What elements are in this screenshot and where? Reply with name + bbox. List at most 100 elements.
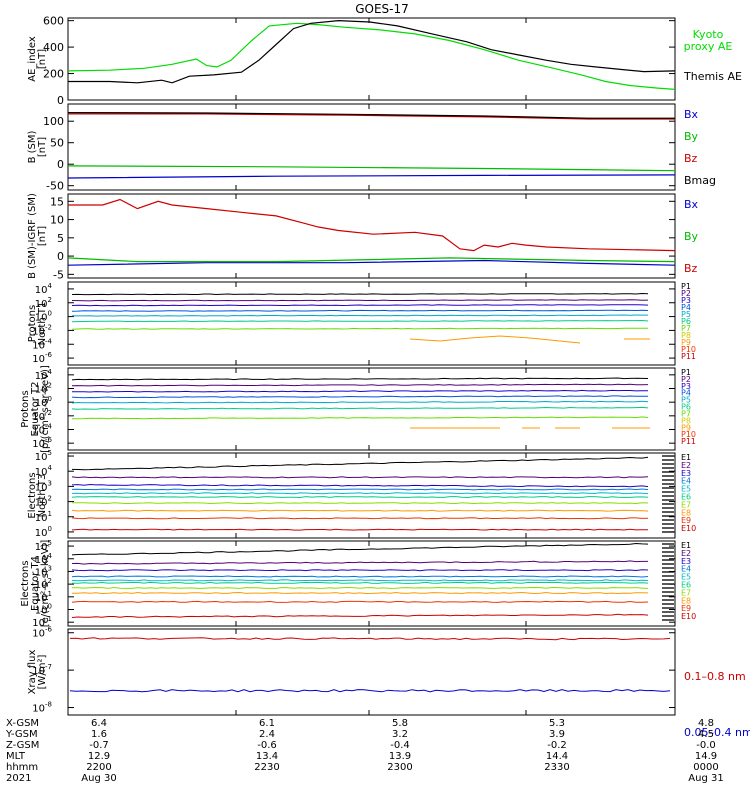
electron-channel-line <box>71 528 649 531</box>
legend-label: P3 <box>681 296 691 305</box>
legend-label: E1 <box>681 453 691 462</box>
footer-value: Aug 30 <box>81 773 116 784</box>
electron-channel-line <box>71 613 649 618</box>
xray-long-line <box>69 637 671 641</box>
footer-value: 5.8 <box>392 718 408 729</box>
y-tick-label: -50 <box>46 180 64 193</box>
y-tick-label: 0 <box>57 250 64 263</box>
electron-channel-line <box>71 488 649 491</box>
legend-label: proxy AE <box>684 40 733 53</box>
proton-channel-line <box>72 389 649 393</box>
footer-row-label: Z-GSM <box>6 740 39 751</box>
y-tick-label: 10-8 <box>32 701 52 715</box>
footer-value: 14.4 <box>546 751 568 762</box>
electron-channel-line <box>71 569 649 572</box>
y-tick-exponent: 0 <box>48 395 52 403</box>
electron-channel-line <box>72 591 649 595</box>
legend-label: Themis AE <box>683 70 742 83</box>
legend-label: E5 <box>681 485 691 494</box>
legend-label: Bx <box>684 108 699 121</box>
panel-frame <box>67 628 676 716</box>
legend-label: P6 <box>681 403 691 412</box>
legend-label: E8 <box>681 596 691 605</box>
proton-channel-line <box>71 304 649 307</box>
panel-frame <box>67 540 676 627</box>
y-tick-label: 105 <box>35 449 52 463</box>
legend-label: E2 <box>681 549 691 558</box>
y-axis-label: [nT] <box>37 49 48 69</box>
footer-value: 14.9 <box>695 751 717 762</box>
electron-channel-line <box>71 456 649 471</box>
series-line <box>67 22 676 90</box>
footer-value: 2.4 <box>259 729 275 740</box>
proton-channel-line <box>71 309 649 312</box>
proton-channel-line <box>71 319 649 323</box>
electron-channel-line <box>71 542 649 556</box>
y-axis-label: Electrons <box>27 472 38 518</box>
footer-value: 2230 <box>254 762 279 773</box>
footer-row-label: Y-GSM <box>5 729 38 740</box>
legend-label: By <box>684 230 699 243</box>
y-tick-exponent: 1 <box>48 590 52 598</box>
legend-label: E2 <box>681 461 691 470</box>
proton-channel-line <box>71 292 649 296</box>
electron-channel-line <box>71 509 649 512</box>
electron-channel-line <box>71 496 649 499</box>
legend-label: E1 <box>681 541 691 550</box>
y-tick-exponent: -4 <box>45 337 53 345</box>
legend-label: E9 <box>681 604 691 613</box>
legend-label: E6 <box>681 581 691 590</box>
legend-label: P1 <box>681 368 691 377</box>
legend-label: P11 <box>681 437 696 446</box>
series-line <box>68 113 675 120</box>
y-axis-label: B (SM) <box>27 130 38 163</box>
y-tick-exponent: 3 <box>48 479 52 487</box>
proton-channel-line <box>71 383 649 387</box>
y-tick-label: 50 <box>50 137 64 150</box>
electron-channel-line <box>71 502 649 505</box>
y-axis-label: Electrons <box>20 560 31 606</box>
y-tick-exponent: -8 <box>45 701 52 709</box>
footer-value: 13.4 <box>256 751 278 762</box>
footer-value: 4.8 <box>698 718 714 729</box>
y-tick-exponent: 4 <box>48 368 53 376</box>
legend-label: E10 <box>681 612 696 621</box>
series-line <box>68 198 676 252</box>
electron-channel-line <box>71 575 649 578</box>
legend-label: P4 <box>681 389 691 398</box>
y-tick-label: 0 <box>57 94 64 107</box>
legend-label: E5 <box>681 573 691 582</box>
electron-channel-line <box>71 579 649 582</box>
legend-label: E9 <box>681 516 691 525</box>
footer-value: 2200 <box>86 762 111 773</box>
y-tick-label: 100 <box>43 115 64 128</box>
y-tick-exponent: 2 <box>48 382 52 390</box>
panel-frame <box>67 103 676 191</box>
proton-channel-line <box>71 406 649 410</box>
y-tick-exponent: 5 <box>48 539 52 547</box>
y-tick-exponent: 0 <box>48 310 52 318</box>
electron-channel-line <box>71 600 649 603</box>
y-axis-label: [W/m²] <box>37 654 48 689</box>
legend-label: E8 <box>681 508 691 517</box>
legend-label: 0.05–0.4 nm <box>684 726 750 739</box>
legend-label: P7 <box>681 324 691 333</box>
electron-channel-line <box>71 517 649 520</box>
legend-label: P2 <box>681 289 691 298</box>
y-tick-label: 10-6 <box>32 351 52 365</box>
xray-short-line <box>69 689 671 693</box>
legend-label: P8 <box>681 331 691 340</box>
y-tick-exponent: 2 <box>48 296 52 304</box>
legend-label: E3 <box>681 469 691 478</box>
legend-label: E6 <box>681 493 691 502</box>
footer-value: 13.9 <box>389 751 411 762</box>
y-axis-label: North T1 <box>37 302 48 346</box>
legend-label: P5 <box>681 396 691 405</box>
series-line <box>67 112 675 119</box>
